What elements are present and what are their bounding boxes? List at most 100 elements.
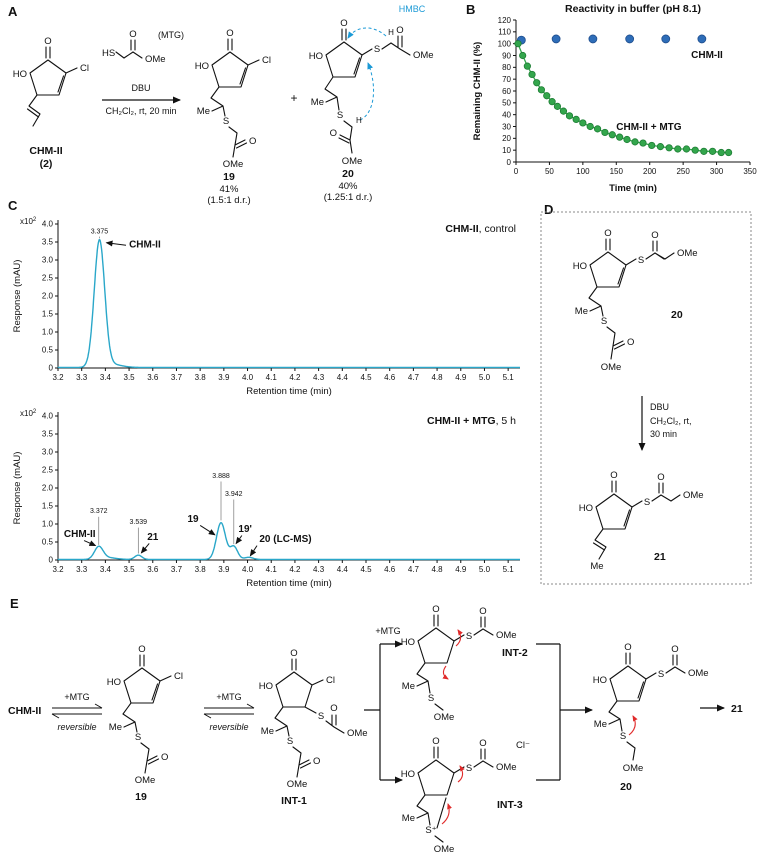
data-point: [519, 51, 527, 60]
data-point: [528, 70, 536, 79]
data-point: [586, 122, 594, 131]
x-tick-label: 4.7: [408, 565, 420, 574]
reagent-dbu: DBU: [131, 83, 150, 93]
x-tick-label: 3.8: [195, 565, 207, 574]
data-point: [559, 107, 568, 115]
series-label: CHM-II + MTG: [616, 122, 681, 133]
x-tick-label: 3.5: [124, 565, 136, 574]
atom-S: S: [223, 116, 229, 127]
atom-O: O: [226, 28, 233, 39]
x-tick-label: 4.4: [337, 565, 349, 574]
y-tick-label: 10: [502, 146, 511, 155]
data-point: [700, 147, 708, 155]
structure-20-e: O S O OMe HO Me S OMe 20: [593, 642, 709, 793]
x-tick-label: 4.0: [242, 565, 254, 574]
x-tick-label: 4.3: [313, 373, 325, 382]
y-tick-label: 0: [49, 556, 54, 565]
chart-title: Reactivity in buffer (pH 8.1): [565, 3, 701, 15]
peak-rt-label: 3.539: [130, 519, 148, 526]
peak-annotation: 19': [238, 524, 252, 535]
x-tick-label: 200: [643, 167, 657, 176]
atom-Me: Me: [590, 561, 603, 572]
x-tick-label: 4.5: [360, 373, 372, 382]
annotation-arrow: [199, 525, 216, 536]
y-tick-label: 1.5: [42, 502, 54, 511]
data-point: [639, 139, 647, 147]
chromatogram-trace: [57, 238, 520, 369]
reagent-dbu-d: DBU: [650, 402, 669, 412]
data-point: [656, 143, 665, 151]
data-point: [682, 145, 691, 153]
y-axis-label: Remaining CHM-II (%): [472, 42, 483, 141]
chm2-bonds: [26, 46, 78, 127]
x-tick-label: 3.2: [52, 565, 64, 574]
y-tick-label: 60: [502, 87, 511, 96]
peak-annotation: 19: [187, 514, 199, 525]
y-tick-label: 4.0: [42, 220, 54, 229]
x-tick-label: 3.7: [171, 373, 183, 382]
compound-number-20d: 20: [671, 309, 683, 321]
atom-HO: HO: [401, 637, 415, 648]
atom-OMe: OMe: [347, 728, 368, 739]
x-tick-label: 3.3: [76, 373, 88, 382]
axes: [57, 220, 520, 369]
x-tick-label: 100: [576, 167, 590, 176]
atom-OMe: OMe: [601, 362, 622, 373]
data-point: [608, 131, 616, 139]
compound-number-21: 21: [654, 551, 666, 563]
atom-Me: Me: [109, 722, 122, 733]
data-point: [548, 98, 556, 106]
y-axis-exponent: x102: [20, 217, 37, 226]
y-tick-label: 2.5: [42, 466, 54, 475]
p20d-bonds: [588, 238, 675, 360]
data-point: [551, 34, 561, 44]
atom-S: S: [337, 110, 343, 121]
atom-O: O: [340, 18, 347, 29]
panel-label-d: D: [544, 202, 554, 217]
y-tick-label: 3.5: [42, 430, 54, 439]
structure-int3: O S O OMe HO Me S⁺ OMe Cl⁻ INT-3: [401, 736, 530, 855]
x-tick-label: 4.6: [384, 565, 396, 574]
y-tick-label: 100: [498, 39, 512, 48]
atom-OMe: OMe: [688, 668, 709, 679]
x-tick-label: 4.5: [360, 565, 372, 574]
panel-c-chromatogram-control: 0 0.5 1.0 1.5 2.0 2.5 3.0 3.5 4.0 3.2 3.3 3.4 3.5 3.6…: [12, 217, 520, 397]
dr-19: (1.5:1 d.r.): [207, 195, 250, 206]
atom-Me: Me: [594, 719, 607, 730]
reaction-arrow-group: DBU CH₂Cl₂, rt, 20 min: [102, 83, 181, 116]
atom-O: O: [627, 337, 634, 348]
panel-label-a: A: [8, 4, 18, 19]
y-tick-label: 50: [502, 99, 511, 108]
atom-O: O: [313, 756, 320, 767]
int2-label: INT-2: [502, 647, 528, 659]
x-tick-label: 3.6: [147, 373, 159, 382]
atom-O: O: [432, 604, 439, 615]
annotation-arrow: [235, 535, 243, 545]
annotation-arrow: [249, 545, 258, 557]
y-tick-label: 120: [498, 16, 512, 25]
conditions-d1: CH₂Cl₂, rt,: [650, 416, 691, 426]
compound-number-20e: 20: [620, 781, 632, 793]
atom-S: S: [644, 497, 650, 508]
atom-OMe: OMe: [342, 156, 363, 167]
annotation-arrow: [83, 540, 97, 547]
dotted-box: [540, 211, 752, 585]
y-tick-label: 0: [49, 364, 54, 373]
y-tick-label: 110: [498, 28, 511, 37]
data-point: [579, 119, 587, 127]
reversible-label: reversible: [209, 722, 248, 732]
peak-rt-label: 3.372: [90, 508, 108, 515]
x-tick-label: 4.9: [455, 565, 467, 574]
plus-mtg-label: +MTG: [64, 692, 89, 702]
x-tick-label: 3.2: [52, 373, 64, 382]
peak-annotation: 20 (LC-MS): [259, 534, 311, 545]
data-point: [533, 79, 541, 87]
atom-S: S: [638, 255, 644, 266]
data-point: [691, 146, 699, 154]
panel-label-b: B: [466, 2, 476, 17]
data-point: [572, 115, 580, 124]
atom-S: S: [658, 669, 664, 680]
atom-O: O: [432, 736, 439, 747]
x-tick-label: 3.4: [100, 565, 112, 574]
annotation-arrow: [140, 543, 150, 554]
